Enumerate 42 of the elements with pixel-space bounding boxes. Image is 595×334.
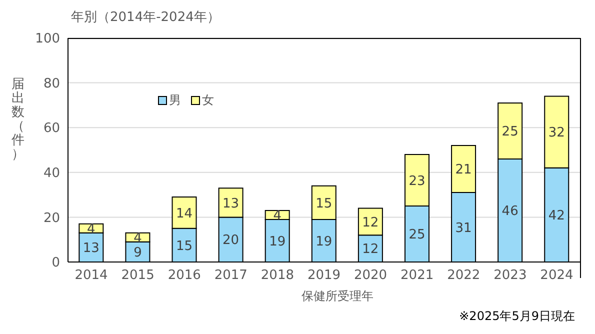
x-tick-label: 2018 — [260, 268, 294, 284]
x-tick-label: 2014 — [74, 268, 108, 284]
data-label: 20 — [222, 233, 240, 248]
x-tick-label: 2017 — [214, 268, 248, 284]
data-label: 32 — [548, 126, 565, 141]
legend-label: 男 — [168, 92, 181, 109]
y-axis-title: 届出数（件） — [12, 77, 24, 162]
data-label: 21 — [455, 162, 472, 178]
y-tick-label: 20 — [43, 210, 60, 226]
legend-label: 女 — [201, 92, 214, 109]
y-tick-label: 100 — [35, 32, 60, 47]
data-label: 31 — [455, 220, 472, 236]
chart-title: 年別（2014年-2024年） — [71, 9, 220, 26]
x-tick-label: 2015 — [121, 268, 154, 284]
data-label: 14 — [176, 206, 193, 222]
y-tick-label: 80 — [43, 76, 60, 92]
data-label: 42 — [548, 208, 565, 224]
x-tick-label: 2016 — [168, 268, 201, 284]
text: ※2025年5月9日現在 — [459, 308, 575, 325]
data-label: 19 — [269, 234, 286, 250]
data-label: 12 — [362, 242, 379, 258]
data-label: 13 — [82, 241, 100, 256]
x-tick-label: 2019 — [307, 268, 341, 284]
x-tick-label: 2023 — [494, 268, 527, 284]
data-label: 23 — [408, 174, 426, 189]
data-label: 9 — [134, 246, 142, 261]
y-tick-label: 0 — [52, 256, 60, 271]
data-label: 46 — [502, 204, 518, 220]
data-label: 15 — [316, 196, 332, 212]
x-axis-title: 保健所受理年 — [300, 288, 374, 305]
data-label: 15 — [176, 238, 193, 254]
data-label: 25 — [502, 124, 518, 140]
y-tick-label: 60 — [43, 121, 60, 136]
data-label: 19 — [316, 234, 332, 250]
y-tick-label: 40 — [43, 166, 60, 182]
x-tick-label: 2024 — [540, 268, 574, 284]
x-tick-label: 2021 — [400, 268, 434, 284]
data-label: 25 — [408, 228, 426, 243]
data-label: 12 — [362, 215, 379, 230]
x-tick-label: 2020 — [354, 268, 388, 284]
data-label: 13 — [222, 196, 240, 212]
x-tick-label: 2022 — [447, 268, 480, 284]
